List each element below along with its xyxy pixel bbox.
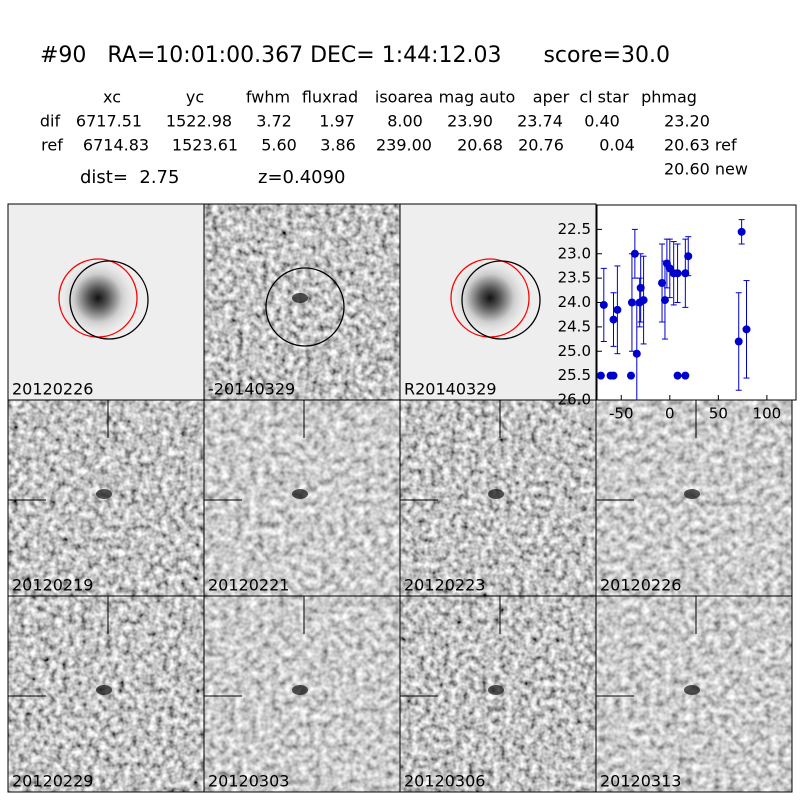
row-label: dif: [40, 112, 61, 131]
source-blob: [58, 258, 138, 338]
table-cell: 3.72: [256, 112, 292, 131]
table-cell: 239.00: [376, 136, 432, 155]
stamp-label: 20120226: [12, 380, 93, 399]
source: [96, 489, 112, 499]
point: [737, 227, 746, 236]
point: [681, 371, 690, 380]
phmag-new: 20.60 new: [664, 160, 748, 179]
stamp-label: 20120303: [208, 772, 289, 791]
source: [488, 685, 504, 695]
stamp-label: 20120223: [404, 576, 485, 595]
source: [684, 685, 700, 695]
point: [742, 325, 751, 334]
point: [630, 249, 639, 258]
aperture: [461, 260, 541, 340]
point: [658, 279, 667, 287]
source: [292, 685, 308, 695]
point: [673, 371, 682, 380]
table-cell: 1523.61: [172, 136, 238, 155]
point: [596, 371, 605, 380]
table-cell: 8.00: [387, 112, 423, 131]
table-cell: 6717.51: [76, 112, 142, 131]
source: [292, 293, 308, 303]
stamp-label: R20140329: [404, 380, 497, 399]
table-cell: 23.90: [447, 112, 493, 131]
y-tick-label: 26.0: [558, 391, 591, 409]
table-cell: 20.63 ref: [664, 136, 737, 155]
table-cell: 1.97: [319, 112, 355, 131]
x-tick-label: 100: [753, 405, 782, 423]
column-header: fwhm: [246, 88, 290, 107]
aperture: [69, 260, 149, 340]
stamp-label: 20120306: [404, 772, 485, 791]
column-header: fluxrad: [302, 88, 358, 107]
stamp-label: 20120219: [12, 576, 93, 595]
column-header: cl star: [579, 88, 629, 107]
table-cell: 6714.83: [83, 136, 149, 155]
x-tick-label: 0: [665, 405, 675, 423]
point: [684, 252, 693, 261]
y-tick-label: 25.0: [558, 342, 591, 360]
stamp-label: -20140329: [208, 380, 295, 399]
table-cell: 20.68: [457, 136, 503, 155]
point: [613, 305, 622, 314]
table-cell: 0.40: [584, 112, 620, 131]
y-tick-label: 23.5: [558, 269, 591, 287]
point: [673, 269, 682, 278]
column-header: isoarea: [375, 88, 433, 107]
stamp-label: 20120313: [600, 772, 681, 791]
column-header: xc: [103, 88, 121, 107]
point: [632, 349, 641, 358]
point: [626, 371, 635, 380]
column-header: yc: [186, 88, 204, 107]
point: [734, 337, 743, 346]
stamp-label: 20120221: [208, 576, 289, 595]
y-tick-label: 23.0: [558, 244, 591, 262]
redshift: z=0.4090: [258, 167, 346, 188]
title: #90 RA=10:01:00.367 DEC= 1:44:12.03 scor…: [40, 43, 670, 68]
stamp-label: 20120226: [600, 576, 681, 595]
column-header: mag auto: [439, 88, 516, 107]
dist: dist= 2.75: [80, 167, 179, 188]
point: [639, 296, 648, 305]
stamp-frame: [595, 595, 793, 793]
point: [609, 371, 618, 380]
table-cell: 23.74: [517, 112, 563, 131]
source: [684, 489, 700, 499]
y-tick-label: 24.5: [558, 317, 591, 335]
source: [488, 489, 504, 499]
y-tick-label: 22.5: [558, 220, 591, 238]
stamp-label: 20120229: [12, 772, 93, 791]
aperture: [265, 267, 345, 347]
table-cell: 1522.98: [166, 112, 232, 131]
table-cell: 5.60: [261, 136, 297, 155]
point: [636, 283, 645, 292]
table-cell: 0.04: [599, 136, 635, 155]
y-tick-label: 24.0: [558, 293, 591, 311]
source: [292, 489, 308, 499]
column-header: aper: [533, 88, 570, 107]
table-cell: 3.86: [320, 136, 356, 155]
point: [599, 300, 608, 309]
table-cell: 23.20: [664, 112, 710, 131]
table-cell: 20.76: [518, 136, 564, 155]
x-tick-label: -50: [609, 405, 634, 423]
plot-bg: [596, 204, 797, 401]
x-tick-label: 50: [709, 405, 728, 423]
stamp-grid: 20120226 -20140329 R20140329 20120219 201202…: [7, 203, 793, 793]
y-tick-label: 25.5: [558, 366, 591, 384]
column-header: phmag: [641, 88, 697, 107]
point: [609, 315, 618, 324]
source: [96, 685, 112, 695]
row-label: ref: [41, 136, 63, 155]
source-blob: [450, 258, 530, 338]
